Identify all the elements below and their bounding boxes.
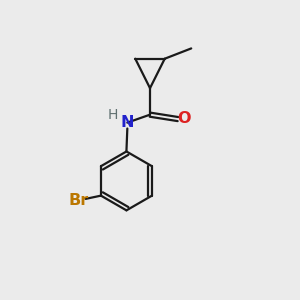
Text: Br: Br bbox=[69, 193, 89, 208]
Text: N: N bbox=[121, 115, 134, 130]
Text: O: O bbox=[178, 111, 191, 126]
Text: H: H bbox=[108, 108, 119, 122]
